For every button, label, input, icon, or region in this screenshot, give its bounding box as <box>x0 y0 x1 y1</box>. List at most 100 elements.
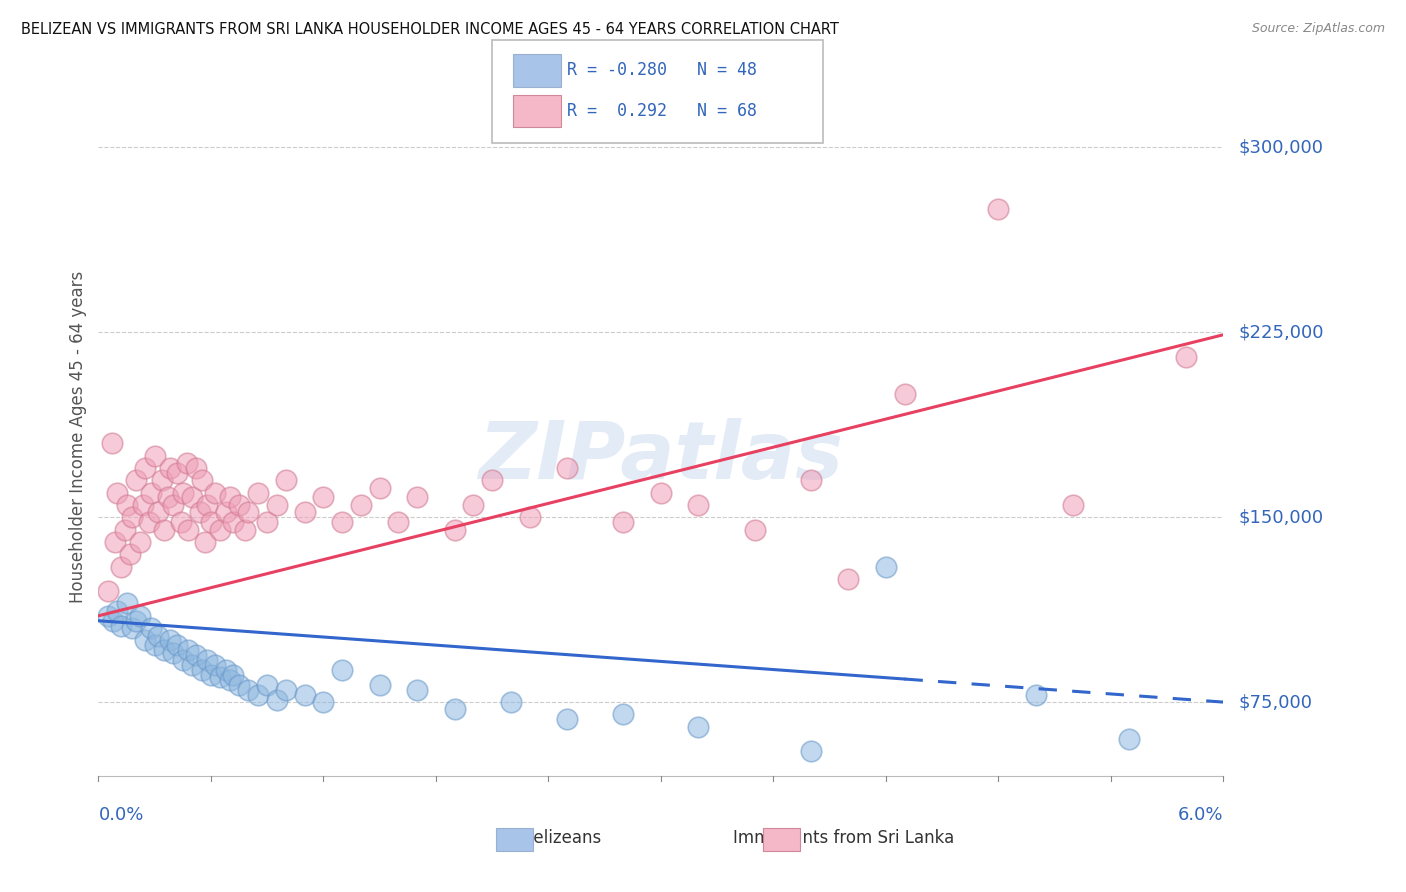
Point <box>406 682 429 697</box>
Point <box>105 485 128 500</box>
Point <box>204 485 226 500</box>
Text: R =  0.292   N = 68: R = 0.292 N = 68 <box>567 102 756 120</box>
Point <box>150 473 173 487</box>
Point <box>143 639 166 653</box>
Point <box>350 498 373 512</box>
Point <box>650 485 672 500</box>
Point <box>612 707 634 722</box>
Point <box>294 505 316 519</box>
Point <box>120 547 142 561</box>
Y-axis label: Householder Income Ages 45 - 64 years: Householder Income Ages 45 - 64 years <box>69 271 87 603</box>
Point <box>134 633 156 648</box>
Point <box>166 639 188 653</box>
Point <box>139 621 162 635</box>
Point <box>1062 498 1084 512</box>
Text: ZIPatlas: ZIPatlas <box>478 418 844 497</box>
Point <box>121 621 143 635</box>
Point <box>170 515 193 529</box>
Point <box>143 449 166 463</box>
Point <box>612 515 634 529</box>
Point <box>218 673 240 687</box>
Point <box>103 614 125 628</box>
Point <box>188 505 211 519</box>
Point <box>246 688 269 702</box>
Point <box>266 498 288 512</box>
Point <box>194 534 217 549</box>
Point <box>132 498 155 512</box>
Point <box>190 473 212 487</box>
Point <box>443 523 465 537</box>
Point <box>688 498 710 512</box>
Point <box>218 491 240 505</box>
Point <box>519 510 541 524</box>
Point <box>209 523 232 537</box>
Point <box>215 663 238 677</box>
Point <box>228 498 250 512</box>
Point <box>181 658 204 673</box>
Text: $225,000: $225,000 <box>1239 323 1323 342</box>
Point <box>238 682 260 697</box>
Point <box>184 461 207 475</box>
Point <box>893 387 915 401</box>
Point <box>274 473 297 487</box>
Point <box>162 498 184 512</box>
Point <box>744 523 766 537</box>
Point <box>200 515 222 529</box>
Point <box>148 628 170 642</box>
Text: BELIZEAN VS IMMIGRANTS FROM SRI LANKA HOUSEHOLDER INCOME AGES 45 - 64 YEARS CORR: BELIZEAN VS IMMIGRANTS FROM SRI LANKA HO… <box>21 22 839 37</box>
Point <box>128 608 150 623</box>
Point <box>134 461 156 475</box>
Point <box>800 744 823 758</box>
Point <box>128 534 150 549</box>
Point <box>176 456 198 470</box>
Point <box>312 491 335 505</box>
Point <box>97 608 120 623</box>
Point <box>246 485 269 500</box>
Point <box>104 534 127 549</box>
Point <box>555 712 578 726</box>
Point <box>110 559 132 574</box>
Point <box>139 485 162 500</box>
Point <box>368 678 391 692</box>
Point <box>222 668 245 682</box>
Point <box>166 466 188 480</box>
Point <box>800 473 823 487</box>
Point <box>443 702 465 716</box>
Text: 6.0%: 6.0% <box>1178 805 1223 823</box>
Point <box>97 584 120 599</box>
Point <box>233 523 256 537</box>
Point <box>115 597 138 611</box>
Point <box>115 498 138 512</box>
Point <box>368 481 391 495</box>
Point <box>228 678 250 692</box>
Point <box>200 668 222 682</box>
Point <box>159 633 181 648</box>
Text: Belizeans: Belizeans <box>523 830 602 847</box>
Point <box>481 473 503 487</box>
Point <box>215 505 238 519</box>
Point <box>209 670 232 684</box>
Point <box>153 643 176 657</box>
Text: 0.0%: 0.0% <box>98 805 143 823</box>
Point <box>238 505 260 519</box>
Point <box>153 523 176 537</box>
Point <box>190 663 212 677</box>
Point <box>100 436 122 450</box>
Point <box>195 498 218 512</box>
Point <box>330 515 353 529</box>
Point <box>555 461 578 475</box>
Point <box>837 572 859 586</box>
Point <box>222 515 245 529</box>
Point <box>204 658 226 673</box>
Point <box>875 559 897 574</box>
Point <box>138 515 160 529</box>
Point <box>387 515 409 529</box>
Point <box>406 491 429 505</box>
Point <box>987 202 1010 216</box>
Point <box>177 643 200 657</box>
Point <box>463 498 485 512</box>
Point <box>330 663 353 677</box>
Point <box>274 682 297 697</box>
Point <box>1025 688 1047 702</box>
Point <box>148 505 170 519</box>
